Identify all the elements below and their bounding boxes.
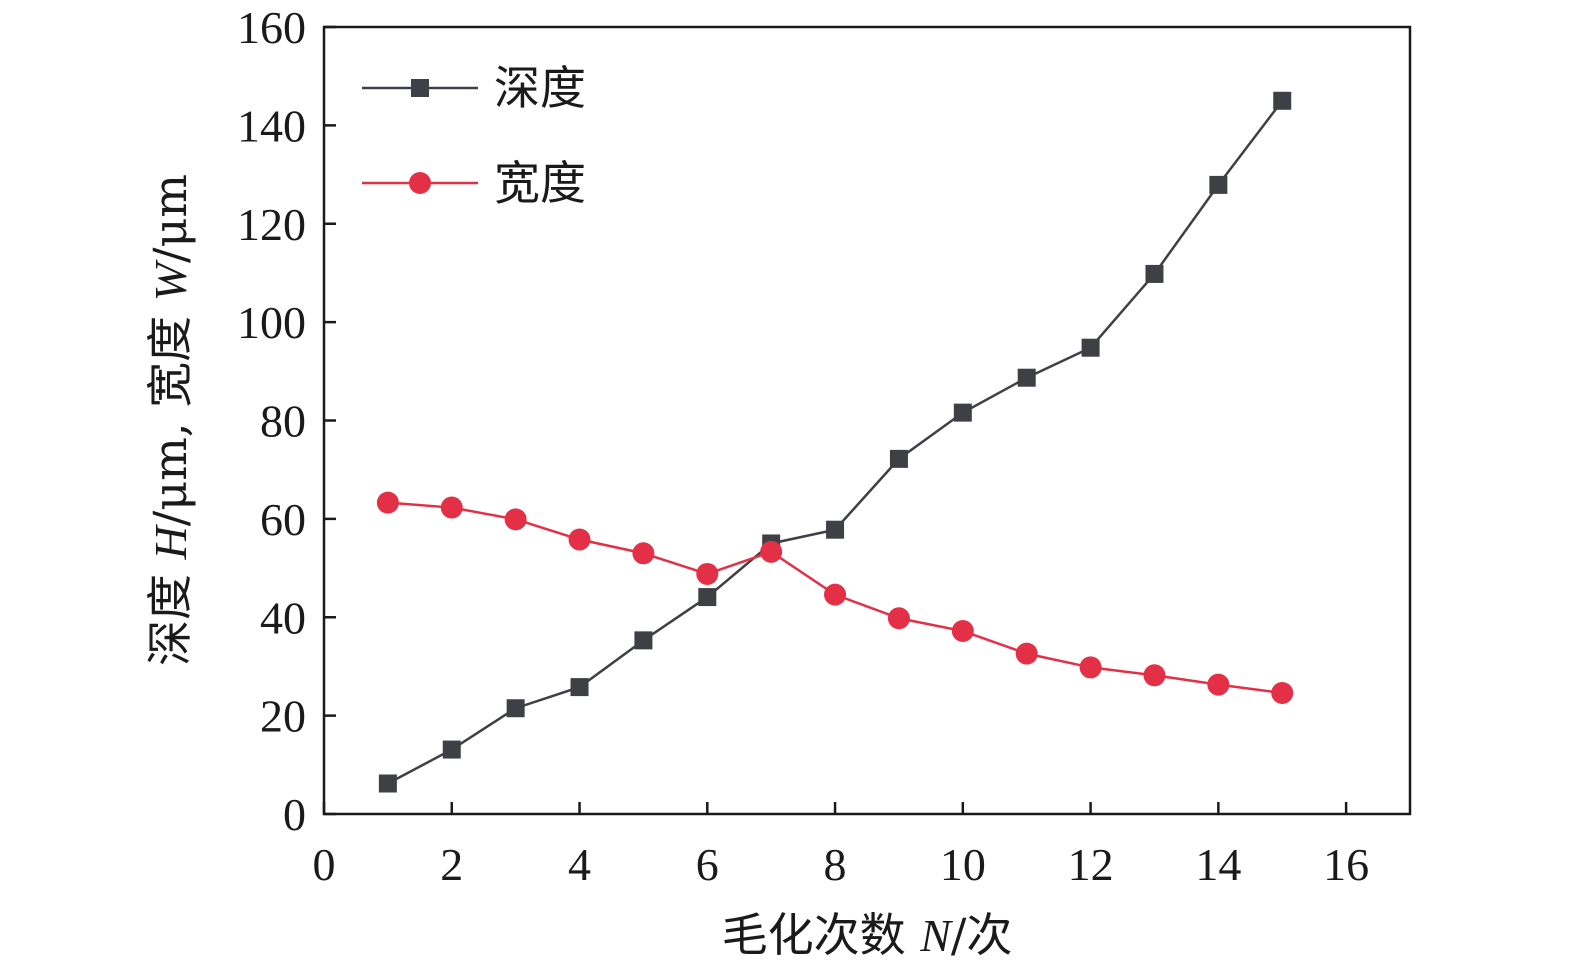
x-axis-title: 毛化次数 N/次 (722, 908, 1013, 962)
legend-item: 深度 (362, 61, 586, 115)
data-point (570, 678, 589, 697)
y-axis-variable-w: W (145, 259, 196, 301)
data-point (698, 588, 717, 607)
y-tick-label: 60 (260, 494, 306, 545)
y-tick-label: 40 (260, 592, 306, 643)
x-tick-label: 10 (940, 839, 986, 890)
data-point (1017, 368, 1036, 387)
data-point (568, 528, 591, 551)
data-point (1143, 664, 1166, 687)
x-tick-label: 12 (1068, 839, 1114, 890)
data-point (376, 491, 399, 514)
data-point (951, 620, 974, 643)
x-tick-label: 16 (1323, 839, 1369, 890)
data-point (824, 583, 847, 606)
data-point (634, 631, 653, 650)
x-tick-label: 0 (313, 839, 336, 890)
data-point (442, 740, 461, 759)
x-tick-label: 6 (696, 839, 719, 890)
legend-marker (409, 172, 431, 194)
data-point (889, 449, 908, 468)
y-tick-label: 20 (260, 691, 306, 742)
y-axis-title: 深度 H/μm, 宽度 W/μm (143, 174, 197, 666)
data-point (632, 542, 655, 565)
data-point (1145, 264, 1164, 283)
y-axis-variable-h: H (145, 523, 196, 560)
x-tick-label: 8 (824, 839, 847, 890)
x-tick-label: 14 (1195, 839, 1241, 890)
data-point (440, 496, 463, 519)
data-point (887, 607, 910, 630)
legend-item: 宽度 (362, 156, 586, 210)
y-tick-label: 100 (237, 297, 306, 348)
data-point (506, 699, 525, 718)
y-tick-label: 140 (237, 100, 306, 151)
y-tick-label: 80 (260, 396, 306, 447)
data-point (1207, 673, 1230, 696)
legend-marker (411, 79, 429, 97)
data-point (1015, 642, 1038, 665)
y-tick-label: 160 (237, 2, 306, 53)
y-tick-label: 120 (237, 199, 306, 250)
data-point (826, 520, 845, 539)
series-layer (376, 91, 1294, 793)
x-axis-variable: N (919, 910, 953, 961)
x-tick-label: 2 (440, 839, 463, 890)
series-2 (376, 491, 1294, 704)
data-point (953, 403, 972, 422)
data-point (504, 508, 527, 531)
data-point (760, 540, 783, 563)
data-point (1271, 681, 1294, 704)
y-tick-label: 0 (283, 789, 306, 840)
data-point (1273, 91, 1292, 110)
data-point (1209, 175, 1228, 194)
x-tick-label: 4 (568, 839, 591, 890)
legend-label: 深度 (494, 61, 586, 115)
data-point (378, 774, 397, 793)
data-point (696, 562, 719, 585)
data-point (1081, 338, 1100, 357)
data-point (1079, 656, 1102, 679)
axis-ticks (322, 25, 1348, 816)
legend-label: 宽度 (494, 156, 586, 210)
